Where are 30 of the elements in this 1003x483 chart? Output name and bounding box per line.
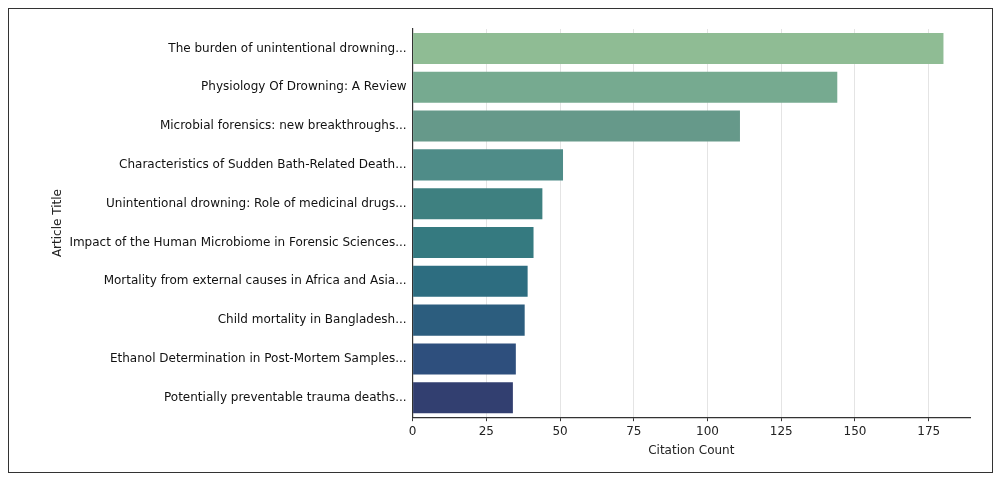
bar [413, 32, 944, 64]
y-tick-label: Child mortality in Bangladesh... [217, 312, 407, 327]
y-tick-label: Impact of the Human Microbiome in Forensic Sciences... [69, 234, 407, 249]
x-tick-label: 25 [478, 423, 494, 438]
x-tick-label: 125 [769, 423, 793, 438]
x-tick-label: 150 [843, 423, 867, 438]
y-tick-label: The burden of unintentional drowning... [167, 40, 407, 55]
y-tick-label: Physiology Of Drowning: A Review [201, 79, 407, 94]
bar [413, 343, 516, 375]
y-tick-label: Characteristics of Sudden Bath-Related Death... [119, 156, 407, 171]
x-tick-label: 100 [696, 423, 719, 438]
y-tick-label: Unintentional drowning: Role of medicinal drugs... [106, 195, 407, 210]
x-tick-label: 175 [917, 423, 941, 438]
x-tick-label: 50 [552, 423, 568, 438]
bar [413, 71, 838, 103]
y-tick-label: Mortality from external causes in Africa and Asia... [103, 273, 407, 288]
y-tick-label: Microbial forensics: new breakthroughs... [159, 118, 407, 133]
y-tick-label: Potentially preventable trauma deaths... [164, 389, 407, 404]
bar [413, 188, 543, 220]
bar [413, 110, 740, 142]
bar [413, 382, 513, 414]
bar [413, 265, 528, 297]
y-tick-label: Ethanol Determination in Post-Mortem Samples... [109, 351, 407, 366]
x-tick-label: 0 [408, 423, 417, 438]
x-axis-title: Citation Count [648, 442, 735, 457]
x-tick-label: 75 [626, 423, 642, 438]
bar [413, 304, 525, 336]
bar [413, 149, 564, 181]
y-axis-title: Article Title [50, 189, 65, 258]
bar [413, 226, 534, 259]
